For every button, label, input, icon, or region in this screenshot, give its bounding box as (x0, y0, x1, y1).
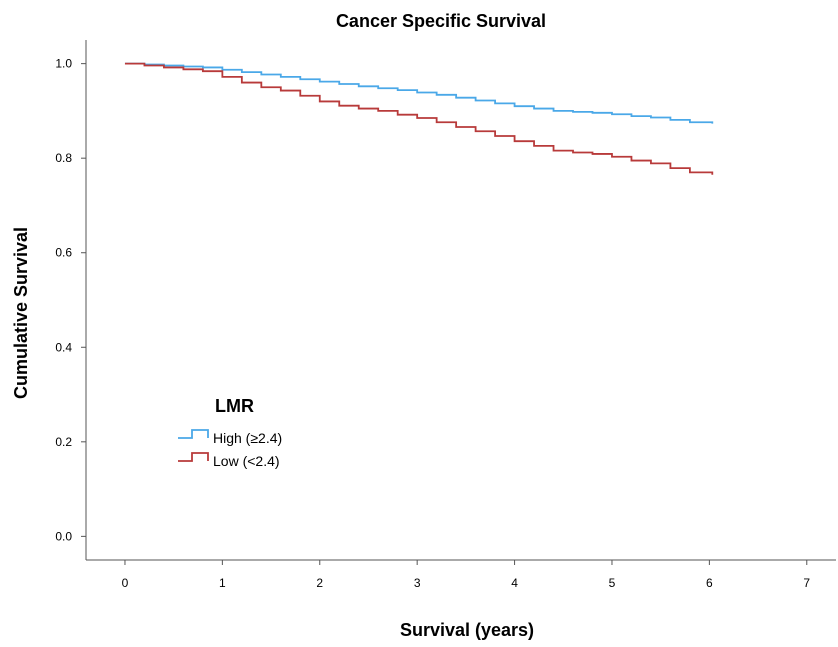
x-axis-title: Survival (years) (400, 620, 534, 640)
legend-label-high: High (≥2.4) (213, 430, 282, 446)
legend-label-low: Low (<2.4) (213, 453, 280, 469)
y-tick-label: 0.0 (55, 529, 72, 543)
x-tick-label: 1 (219, 576, 226, 590)
y-axis-title: Cumulative Survival (11, 227, 31, 399)
x-tick-label: 3 (414, 576, 421, 590)
legend-title: LMR (215, 396, 254, 416)
plot-area (124, 62, 714, 175)
y-tick-label: 0.6 (55, 246, 72, 260)
x-tick-label: 4 (511, 576, 518, 590)
chart-title: Cancer Specific Survival (336, 11, 546, 31)
y-tick-label: 0.4 (55, 340, 72, 354)
x-tick-label: 6 (706, 576, 713, 590)
y-tick-label: 1.0 (55, 57, 72, 71)
x-tick-label: 0 (122, 576, 129, 590)
axes: 0 1 2 3 4 5 6 7 0.0 0.2 0.4 0.6 0.8 1.0 (55, 40, 836, 590)
survival-line-high (124, 62, 714, 124)
survival-line-low (124, 62, 714, 175)
y-tick-label: 0.2 (55, 435, 72, 449)
legend-swatch-high (178, 429, 209, 439)
x-tick-label: 2 (316, 576, 323, 590)
legend-swatch-low (178, 452, 209, 462)
legend: LMR High (≥2.4) Low (<2.4) (178, 396, 282, 469)
x-tick-label: 7 (803, 576, 810, 590)
y-tick-label: 0.8 (55, 151, 72, 165)
x-tick-label: 5 (609, 576, 616, 590)
